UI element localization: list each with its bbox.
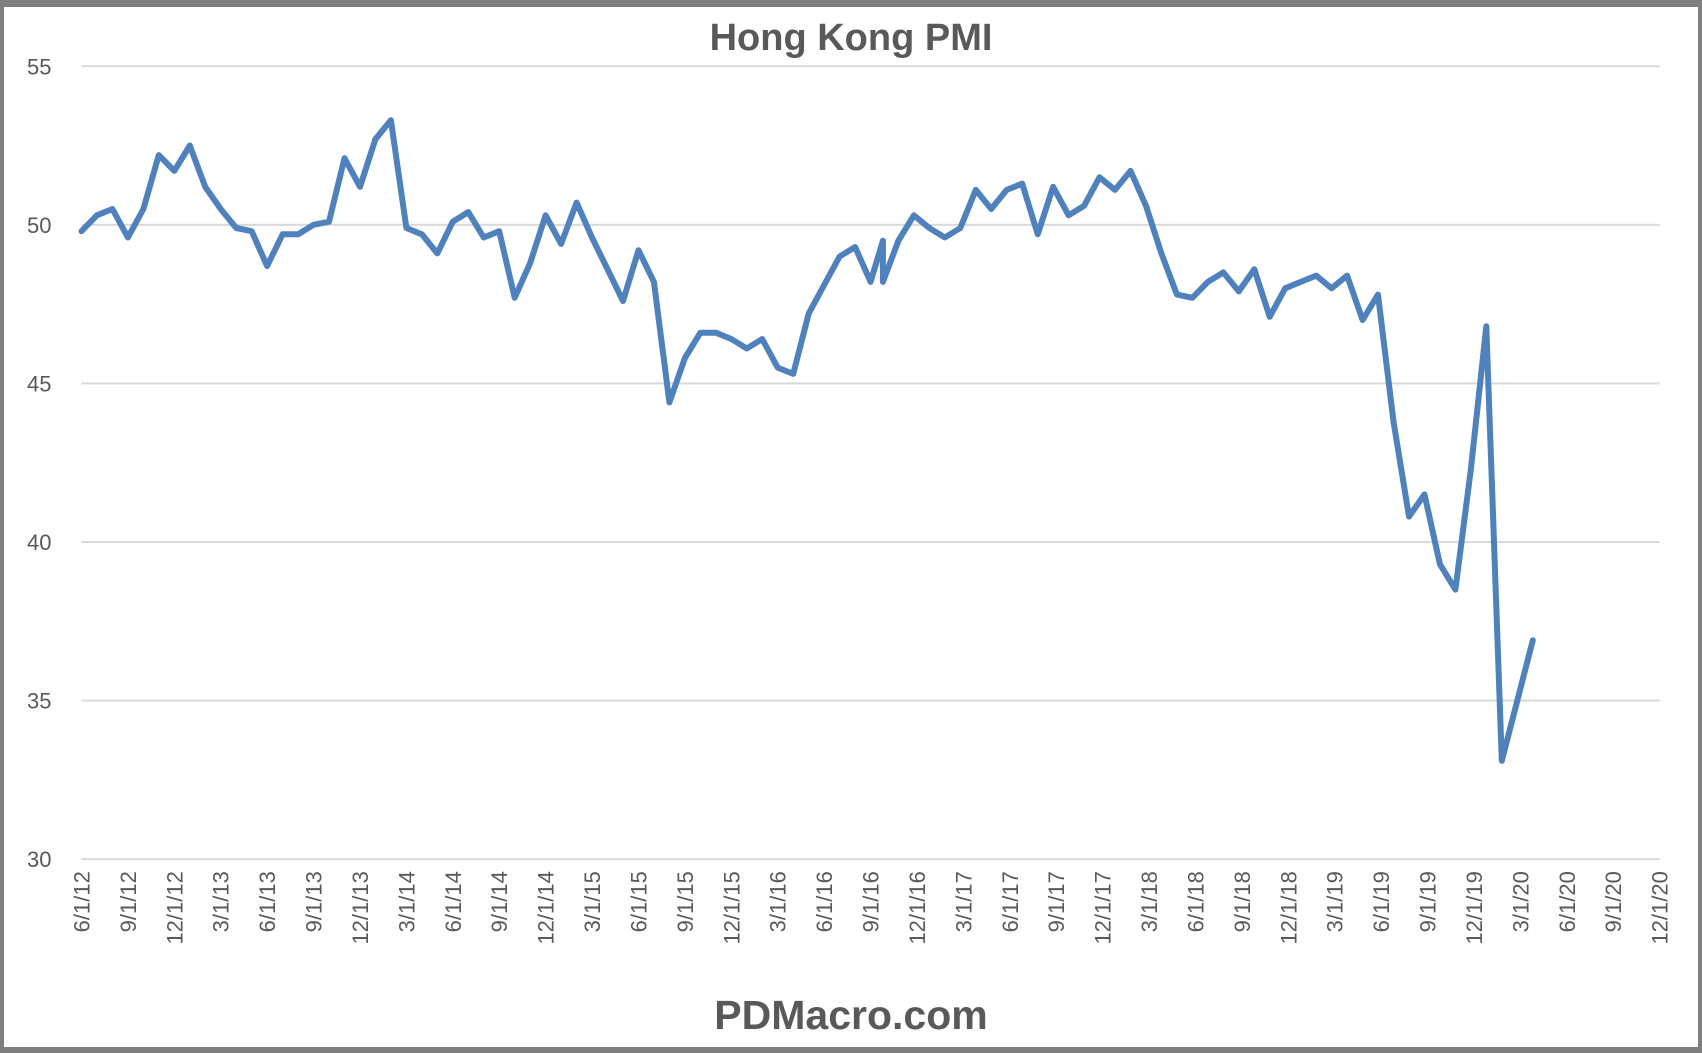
y-tick-label: 55 bbox=[27, 54, 51, 79]
x-tick-label: 6/1/14 bbox=[441, 871, 466, 932]
x-tick-label: 12/1/12 bbox=[162, 871, 187, 944]
x-tick-label: 3/1/14 bbox=[394, 871, 419, 932]
x-tick-label: 12/1/19 bbox=[1462, 871, 1487, 944]
x-tick-label: 12/1/17 bbox=[1091, 871, 1116, 944]
x-tick-label: 12/1/14 bbox=[534, 871, 559, 944]
y-tick-label: 30 bbox=[27, 847, 51, 872]
x-tick-label: 6/1/16 bbox=[812, 871, 837, 932]
x-tick-label: 12/1/16 bbox=[905, 871, 930, 944]
x-tick-label: 9/1/20 bbox=[1601, 871, 1626, 932]
x-tick-label: 6/1/19 bbox=[1369, 871, 1394, 932]
y-tick-label: 35 bbox=[27, 689, 51, 714]
watermark-footer: PDMacro.com bbox=[714, 992, 988, 1038]
x-tick-label: 3/1/16 bbox=[766, 871, 791, 932]
chart-title: Hong Kong PMI bbox=[709, 17, 993, 59]
x-tick-label: 12/1/13 bbox=[348, 871, 373, 944]
x-tick-label: 3/1/20 bbox=[1508, 871, 1533, 932]
x-tick-label: 6/1/12 bbox=[69, 871, 94, 932]
x-tick-label: 9/1/13 bbox=[302, 871, 327, 932]
x-tick-label: 6/1/13 bbox=[255, 871, 280, 932]
y-tick-label: 50 bbox=[27, 213, 51, 238]
x-tick-label: 12/1/20 bbox=[1648, 871, 1673, 944]
x-tick-label: 3/1/19 bbox=[1323, 871, 1348, 932]
chart-frame: Hong Kong PMI 30 35 40 45 50 55 6/1/12 9/1/12 12… bbox=[4, 7, 1698, 1047]
x-tick-label: 3/1/15 bbox=[580, 871, 605, 932]
line-chart: 30 35 40 45 50 55 6/1/12 9/1/12 12/1/12 3/1/13 6/1… bbox=[27, 54, 1673, 944]
x-tick-label: 12/1/18 bbox=[1276, 871, 1301, 944]
x-tick-label: 9/1/18 bbox=[1230, 871, 1255, 932]
x-tick-label: 9/1/15 bbox=[673, 871, 698, 932]
x-tick-label: 6/1/15 bbox=[626, 871, 651, 932]
x-tick-label: 6/1/18 bbox=[1183, 871, 1208, 932]
x-tick-label: 9/1/17 bbox=[1044, 871, 1069, 932]
y-tick-label: 40 bbox=[27, 530, 51, 555]
x-tick-label: 6/1/17 bbox=[998, 871, 1023, 932]
x-tick-label: 12/1/15 bbox=[719, 871, 744, 944]
x-tick-label: 9/1/19 bbox=[1416, 871, 1441, 932]
y-tick-label: 45 bbox=[27, 371, 51, 396]
x-tick-label: 9/1/12 bbox=[116, 871, 141, 932]
x-tick-label: 9/1/14 bbox=[487, 871, 512, 932]
x-tick-label: 3/1/18 bbox=[1137, 871, 1162, 932]
pmi-series-line bbox=[78, 117, 1536, 764]
x-tick-label: 3/1/17 bbox=[951, 871, 976, 932]
x-tick-label: 9/1/16 bbox=[859, 871, 884, 932]
x-tick-label: 3/1/13 bbox=[209, 871, 234, 932]
x-tick-label: 6/1/20 bbox=[1555, 871, 1580, 932]
